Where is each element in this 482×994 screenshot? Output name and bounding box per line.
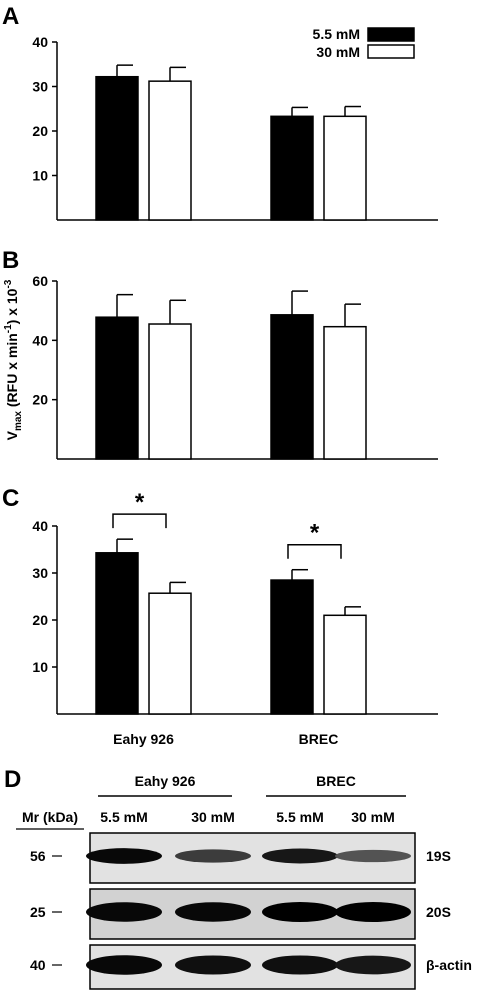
bar [95,316,139,460]
bar [148,80,192,221]
bar-chart-a: 10 20 30 40 [32,34,438,221]
blot-band [175,902,251,922]
significance-marker: * [135,489,145,516]
bar-chart-b: 20 40 60 [32,273,438,460]
blot-band [335,902,411,922]
panel-letter-c: C [2,485,19,512]
y-tick-label: 40 [32,332,48,348]
y-tick-label: 60 [32,273,48,289]
bar [323,614,367,715]
bar [270,314,314,460]
bar [323,325,367,460]
blot-protein-label: 19S [426,848,451,864]
bar-chart-c: 10 20 30 40 Eahy 926 BREC * * [32,489,438,747]
significance-marker: * [310,520,320,547]
blot-mw-marker: 56 [30,848,46,864]
legend-label-low: 5.5 mM [313,26,360,42]
y-tick-label: 20 [32,392,48,408]
y-tick-label: 40 [32,518,48,534]
blot-mr-label: Mr (kDa) [22,809,78,825]
blot-band [175,955,251,975]
x-category-label: BREC [299,731,339,747]
blot-group-label: Eahy 926 [135,773,196,789]
blot-protein-label: β-actin [426,957,472,973]
blot-condition-label: 30 mM [351,809,395,825]
y-tick-label: 30 [32,79,48,95]
blot-condition-label: 5.5 mM [276,809,323,825]
blot-band [86,848,162,864]
blot-group-label: BREC [316,773,356,789]
legend: 5.5 mM 30 mM [313,26,415,60]
significance-bracket [112,513,167,529]
blot-condition-label: 30 mM [191,809,235,825]
panel-letter-a: A [2,3,19,30]
blot-band [86,902,162,922]
bar [270,115,314,221]
y-tick-label: 20 [32,612,48,628]
blot-protein-label: 20S [426,904,451,920]
y-tick-label: 20 [32,123,48,139]
bar [148,323,192,460]
y-tick-label: 10 [32,659,48,675]
blot-band [335,955,411,975]
legend-swatch-low [367,27,415,42]
bar [95,552,139,715]
blot-band [262,848,338,864]
blot-mw-marker: 25 [30,904,46,920]
blot-band [86,955,162,975]
blot-band [262,955,338,975]
bar [270,579,314,715]
blot-band [175,849,251,863]
bar [148,592,192,715]
y-axis-label: Vmax (RFU x min-1) x 10-3 [3,279,24,440]
legend-label-high: 30 mM [316,44,360,60]
x-category-label: Eahy 926 [113,731,174,747]
bar [95,75,139,221]
blot-band [262,902,338,922]
significance-bracket [287,543,342,559]
panel-letter-b: B [2,247,19,274]
legend-swatch-high [367,44,415,59]
bar [323,115,367,221]
y-tick-label: 10 [32,168,48,184]
blot-band [335,849,411,863]
blot-condition-label: 5.5 mM [100,809,147,825]
y-tick-label: 30 [32,565,48,581]
blot-mw-marker: 40 [30,957,46,973]
panel-letter-d: D [4,766,21,793]
western-blot: Eahy 926 5.5 mM 30 mM BREC 5.5 mM 30 mM Mr (kD… [16,773,472,990]
y-tick-label: 40 [32,34,48,50]
